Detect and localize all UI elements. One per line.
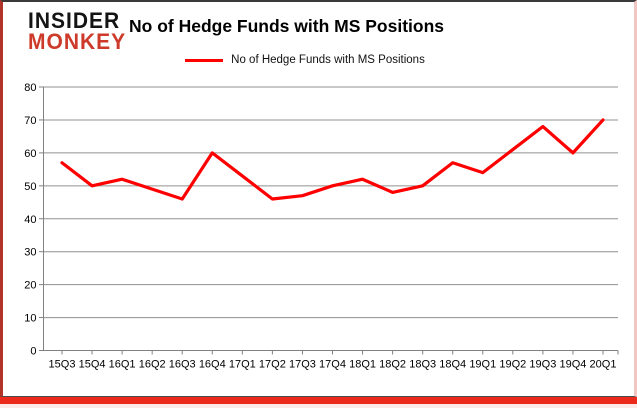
svg-text:17Q4: 17Q4 [319, 359, 346, 371]
svg-text:10: 10 [24, 313, 36, 325]
svg-text:18Q1: 18Q1 [349, 359, 376, 371]
svg-text:40: 40 [24, 214, 36, 226]
svg-text:18Q2: 18Q2 [379, 359, 406, 371]
svg-text:17Q3: 17Q3 [289, 359, 316, 371]
chart-svg: 0 10 20 30 40 50 60 70 80 15Q3 15Q4 16Q1 16Q2 16Q3 16Q… [24, 82, 619, 371]
svg-text:70: 70 [24, 115, 36, 127]
chart-frame [0, 0, 637, 397]
svg-text:19Q3: 19Q3 [529, 359, 556, 371]
legend-line-swatch [185, 58, 224, 62]
svg-text:17Q2: 17Q2 [259, 359, 286, 371]
svg-text:19Q4: 19Q4 [559, 359, 586, 371]
svg-text:18Q3: 18Q3 [409, 359, 436, 371]
line-chart: 0 10 20 30 40 50 60 70 80 15Q3 15Q4 16Q1 16Q2 16Q3 16Q… [0, 78, 637, 394]
svg-text:16Q1: 16Q1 [109, 359, 136, 371]
svg-text:19Q2: 19Q2 [499, 359, 526, 371]
svg-text:16Q4: 16Q4 [199, 359, 226, 371]
logo-word-monkey: MONKEY [28, 29, 127, 55]
svg-text:16Q2: 16Q2 [139, 359, 166, 371]
svg-text:20: 20 [24, 280, 36, 292]
chart-title: No of Hedge Funds with MS Positions [129, 16, 444, 36]
legend: No of Hedge Funds with MS Positions [0, 54, 610, 66]
svg-text:80: 80 [24, 82, 36, 94]
svg-text:15Q4: 15Q4 [79, 359, 106, 371]
svg-text:60: 60 [24, 148, 36, 160]
svg-text:18Q4: 18Q4 [439, 359, 466, 371]
svg-text:19Q1: 19Q1 [469, 359, 496, 371]
svg-text:50: 50 [24, 181, 36, 193]
svg-text:15Q3: 15Q3 [49, 359, 76, 371]
svg-text:17Q1: 17Q1 [229, 359, 256, 371]
frame-bottom-red-strip [0, 397, 637, 404]
svg-text:0: 0 [30, 346, 36, 358]
legend-label: No of Hedge Funds with MS Positions [231, 54, 425, 66]
frame-bottom-margin [0, 404, 637, 408]
logo-word-insider: INSIDER [28, 8, 121, 34]
svg-text:30: 30 [24, 247, 36, 259]
insider-monkey-logo: INSIDER MONKEY [28, 8, 127, 55]
svg-text:16Q3: 16Q3 [169, 359, 196, 371]
svg-text:20Q1: 20Q1 [590, 359, 617, 371]
